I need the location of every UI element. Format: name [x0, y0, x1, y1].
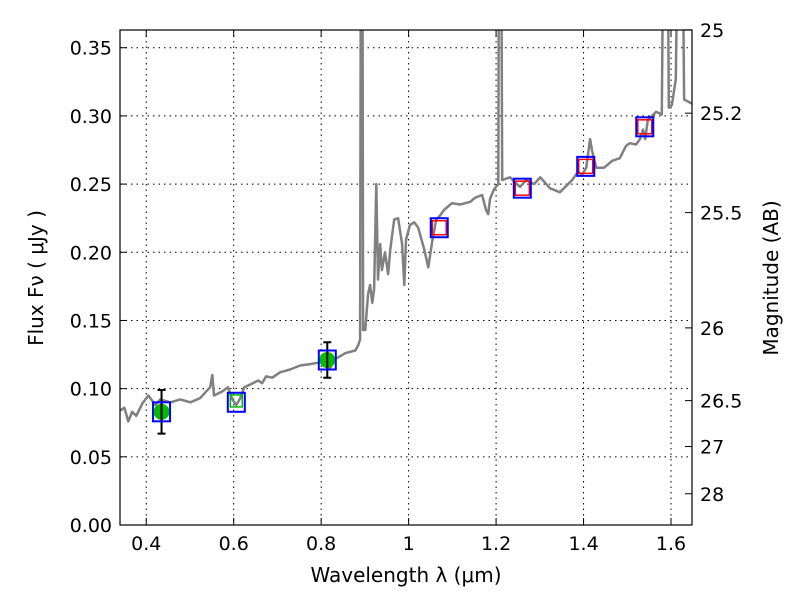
right-tick-label: 25 [700, 20, 724, 42]
x-tick-label: 1 [403, 533, 415, 555]
x-tick-label: 0.4 [131, 533, 161, 555]
x-tick-label: 1.6 [656, 533, 686, 555]
model-photometry-square [152, 401, 172, 423]
x-axis-label: Wavelength λ (μm) [310, 563, 501, 587]
model-photometry-square [635, 116, 655, 138]
y-tick-label: 0.05 [70, 447, 112, 469]
y-tick-label: 0.10 [70, 379, 112, 401]
y-axis-label: Flux Fν ( μJy ) [24, 210, 48, 346]
red-square-marker [577, 158, 594, 175]
model-photometry-square [576, 155, 596, 177]
ticks: 0.4 0.6 0.8 1 1.2 1.4 1.6 0.00 0.05 0.10 0.15 0.20 0… [70, 20, 743, 555]
x-tick-label: 0.6 [219, 533, 249, 555]
model-photometry-square [317, 349, 337, 371]
right-tick-label: 28 [700, 484, 724, 506]
right-tick-label: 25.2 [700, 103, 742, 125]
grid [120, 30, 692, 526]
right-tick-label: 26.5 [700, 391, 742, 413]
y-tick-label: 0.35 [70, 38, 112, 60]
y-tick-label: 0.25 [70, 174, 112, 196]
y-tick-label: 0.30 [70, 106, 112, 128]
right-tick-label: 25.5 [700, 203, 742, 225]
x-tick-label: 0.8 [306, 533, 336, 555]
y-axis-label-right: Magnitude (AB) [759, 200, 783, 355]
y-tick-label: 0.00 [70, 515, 112, 537]
upper-limit-marker [229, 394, 244, 408]
red-square-marker [431, 219, 447, 236]
x-tick-label: 1.4 [568, 533, 598, 555]
spectrum-line [120, 30, 692, 423]
model-photometry-square [429, 217, 449, 239]
red-square-marker [637, 119, 653, 135]
red-square-marker [514, 180, 531, 196]
right-tick-label: 26 [700, 318, 724, 340]
plot-area [120, 30, 692, 435]
x-tick-label: 1.2 [481, 533, 511, 555]
axes-frame [119, 29, 693, 526]
y-tick-label: 0.15 [70, 310, 112, 332]
right-tick-label: 27 [700, 437, 724, 459]
model-photometry-square [512, 177, 532, 199]
model-photometry-square [226, 391, 246, 413]
y-tick-label: 0.20 [70, 242, 112, 264]
